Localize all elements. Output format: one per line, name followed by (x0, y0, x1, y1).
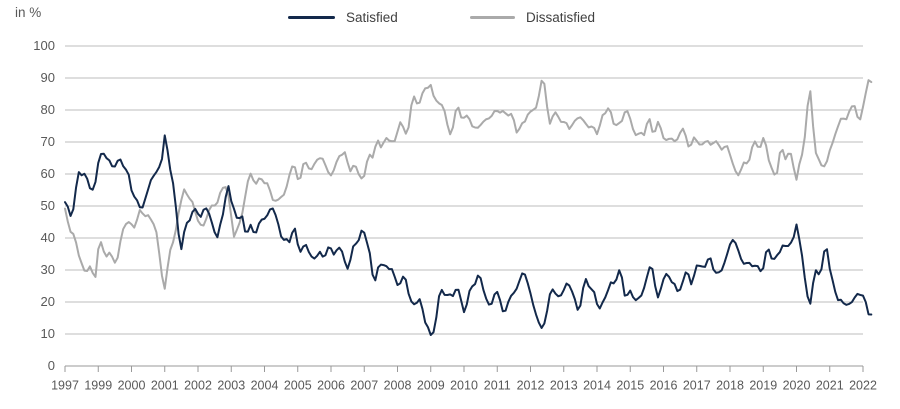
svg-text:2019: 2019 (749, 379, 777, 393)
svg-text:2000: 2000 (118, 379, 146, 393)
svg-text:50: 50 (41, 198, 55, 213)
svg-text:30: 30 (41, 262, 55, 277)
svg-text:2022: 2022 (849, 379, 877, 393)
svg-text:60: 60 (41, 166, 55, 181)
svg-text:2011: 2011 (484, 379, 511, 393)
svg-text:2021: 2021 (816, 379, 844, 393)
svg-text:2007: 2007 (350, 379, 378, 393)
svg-text:100: 100 (33, 38, 55, 53)
svg-text:2012: 2012 (517, 379, 545, 393)
svg-text:2018: 2018 (716, 379, 744, 393)
svg-text:2009: 2009 (417, 379, 445, 393)
svg-text:2014: 2014 (583, 379, 611, 393)
svg-text:1997: 1997 (51, 379, 79, 393)
svg-text:2002: 2002 (184, 379, 212, 393)
svg-text:40: 40 (41, 230, 55, 245)
svg-text:2020: 2020 (783, 379, 811, 393)
svg-text:2006: 2006 (317, 379, 345, 393)
svg-text:80: 80 (41, 102, 55, 117)
svg-text:2004: 2004 (251, 379, 279, 393)
svg-text:90: 90 (41, 70, 55, 85)
svg-text:2015: 2015 (616, 379, 644, 393)
svg-text:70: 70 (41, 134, 55, 149)
svg-text:10: 10 (41, 326, 55, 341)
svg-text:2001: 2001 (151, 379, 179, 393)
svg-text:2010: 2010 (450, 379, 478, 393)
svg-text:0: 0 (48, 358, 55, 373)
svg-text:2016: 2016 (650, 379, 678, 393)
svg-text:2008: 2008 (384, 379, 412, 393)
svg-text:1999: 1999 (84, 379, 112, 393)
svg-text:2005: 2005 (284, 379, 312, 393)
svg-text:2013: 2013 (550, 379, 578, 393)
svg-text:20: 20 (41, 294, 55, 309)
svg-text:2003: 2003 (217, 379, 245, 393)
svg-text:2017: 2017 (683, 379, 711, 393)
